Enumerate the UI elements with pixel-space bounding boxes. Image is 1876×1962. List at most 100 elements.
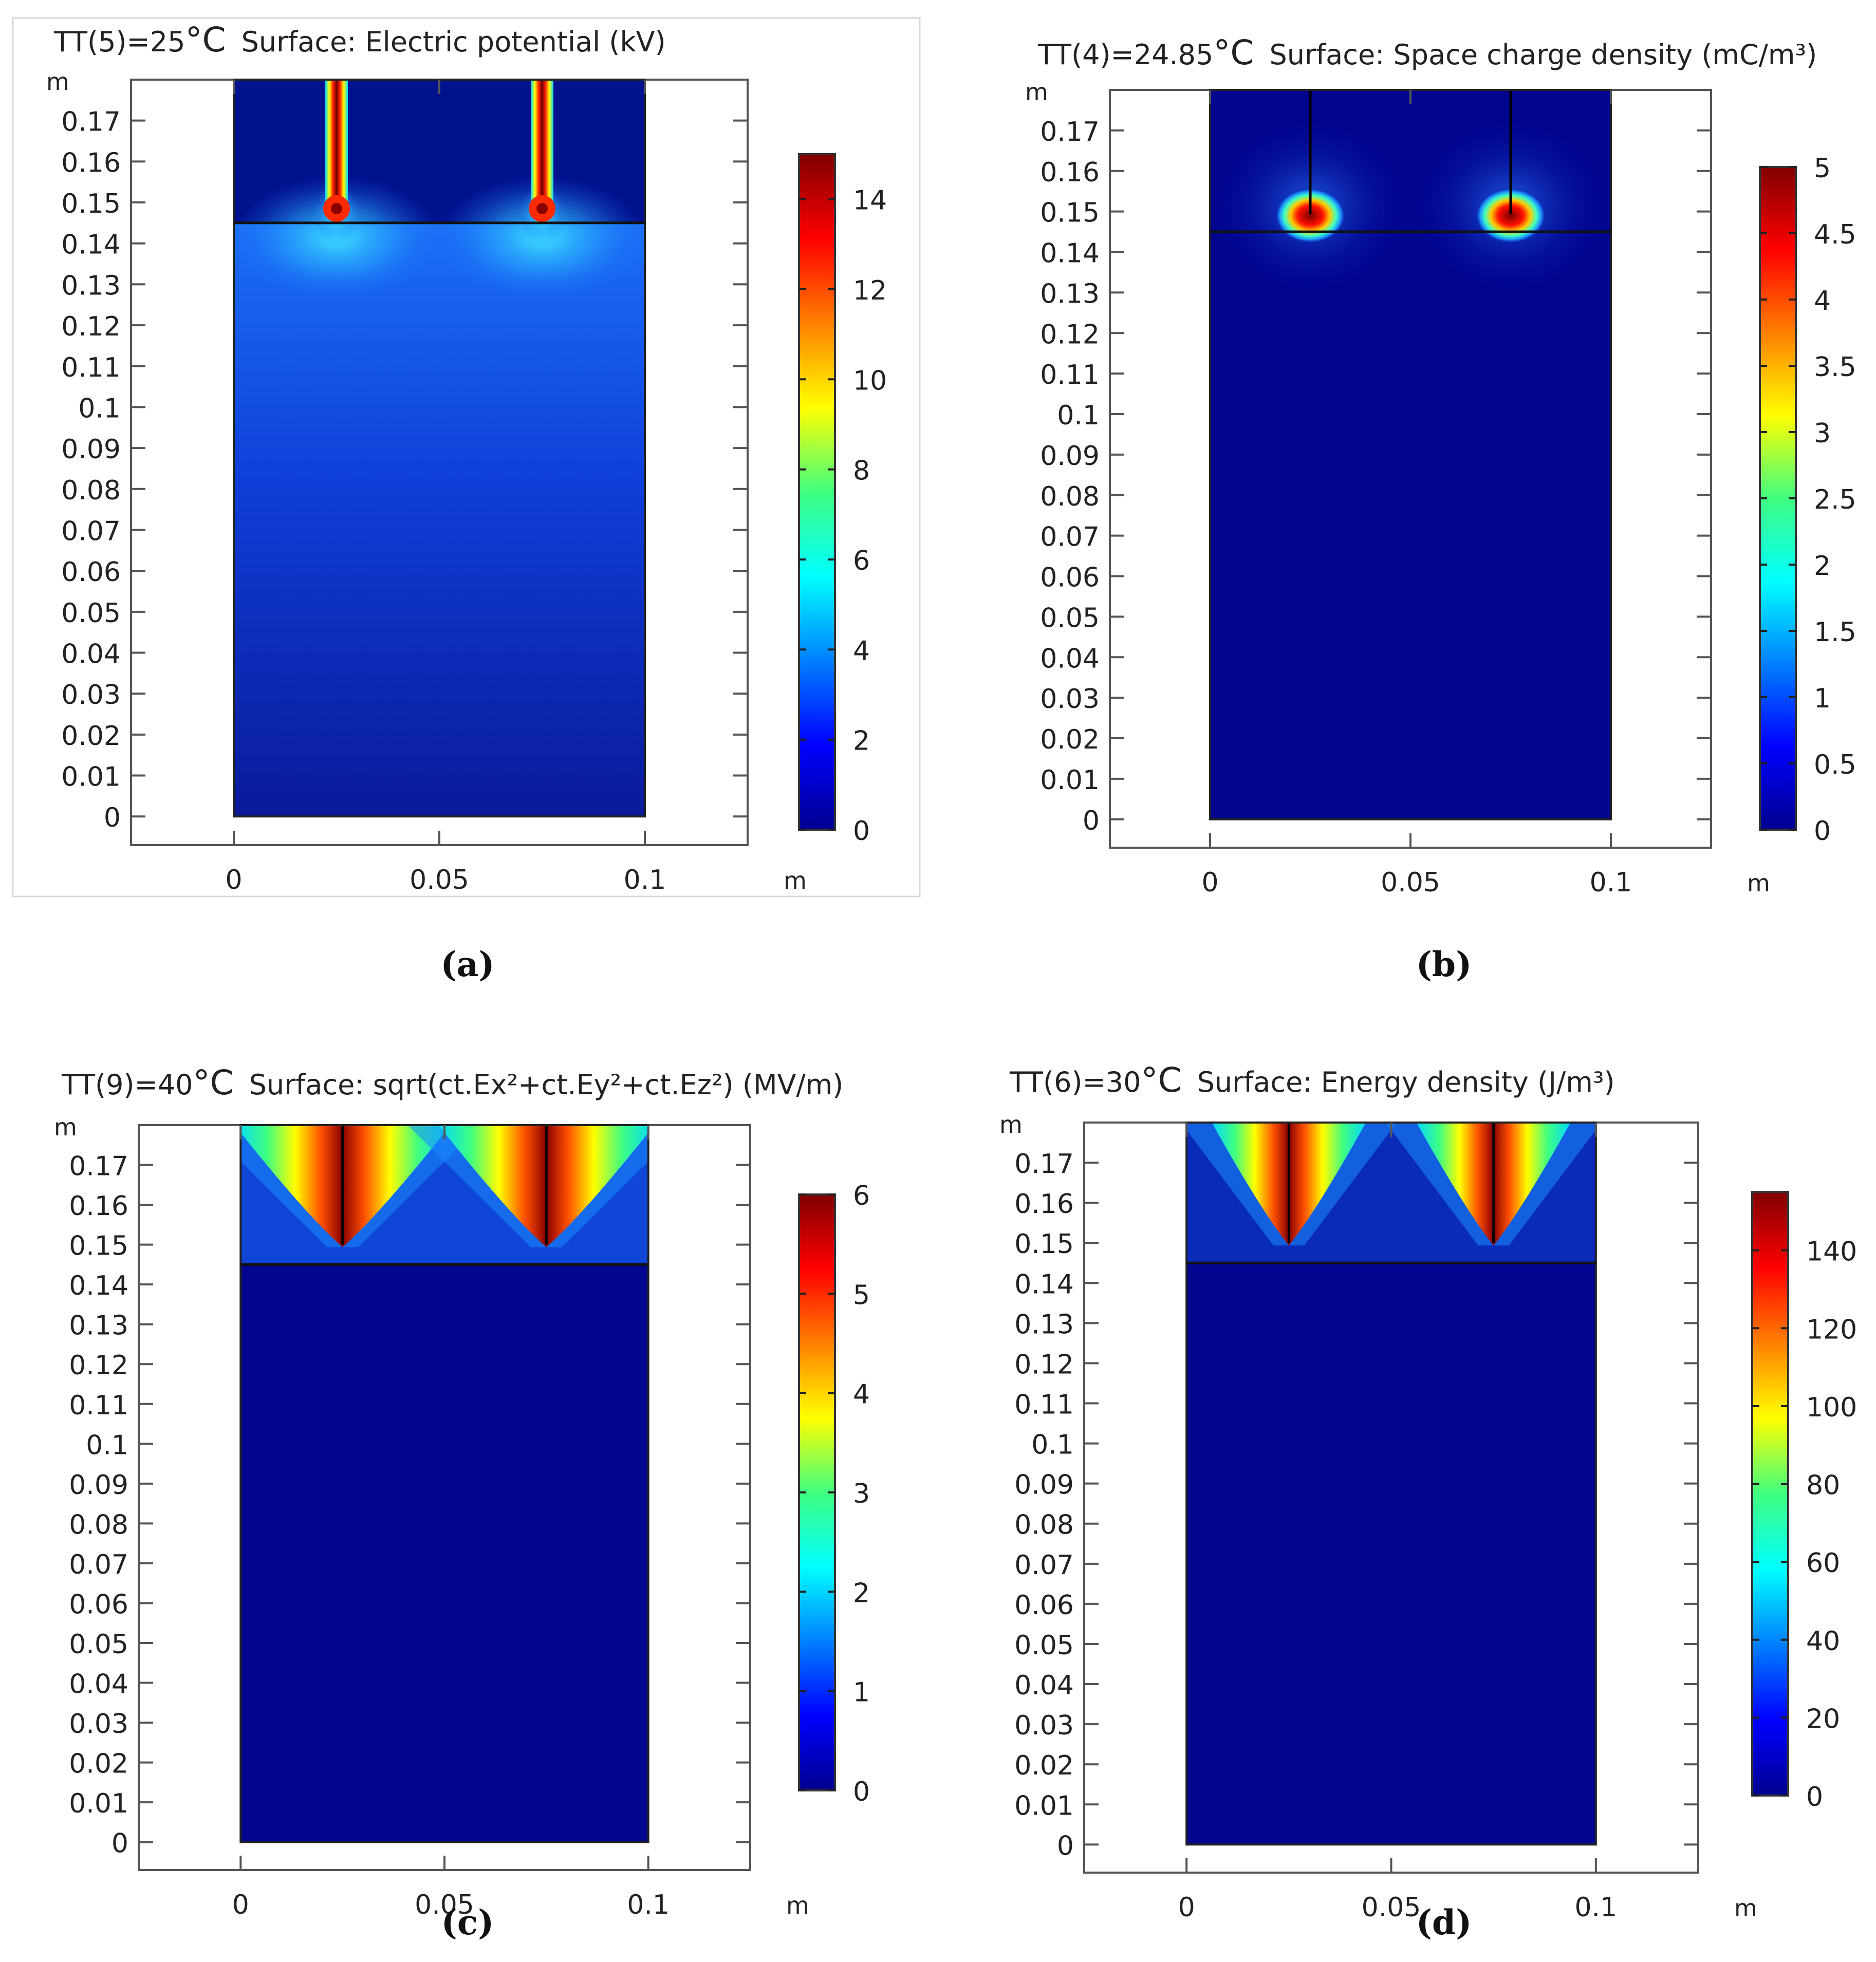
xtick-label: 0.1: [1590, 867, 1632, 898]
ytick-label: 0.1: [1031, 1430, 1074, 1461]
ytick-label: 0.17: [1040, 117, 1100, 147]
colorbar-tick-label: 4.5: [1814, 219, 1856, 250]
y-axis-label: m: [999, 1111, 1023, 1138]
chart-panel-d: 0 0.01 0.02 0.03 0.04 0.05 0.06 0.07 0.08 0.09 0.1…: [999, 1060, 1857, 1942]
colorbar-tick-label: 2: [853, 1578, 870, 1609]
xtick-label: 0: [1201, 867, 1218, 898]
ytick-label: 0.12: [1040, 319, 1100, 350]
colorbar-tick-label: 4: [853, 636, 870, 666]
colorbar-tick-label: 20: [1806, 1704, 1840, 1734]
ytick-label: 0.15: [69, 1231, 128, 1262]
title-quantity: Surface: Space charge density (mC/m³): [1269, 39, 1817, 71]
ytick-label: 0.01: [1014, 1790, 1074, 1821]
xtick-label: 0.05: [410, 865, 469, 895]
ytick-label: 0.09: [1014, 1470, 1074, 1501]
xtick-label: 0: [225, 865, 242, 895]
chart-panel-b: 0 0.01 0.02 0.03 0.04 0.05 0.06 0.07 0.08 0.09 0.1…: [1025, 33, 1856, 984]
ytick-label: 0: [104, 802, 121, 833]
ytick-label: 0.13: [69, 1311, 128, 1341]
ytick-label: 0.02: [69, 1749, 128, 1780]
electrode-rod-1: [325, 80, 348, 208]
colorbar-tick-label: 10: [853, 365, 887, 396]
ytick-label: 0.12: [1014, 1349, 1074, 1380]
chart-title: TT(6)=30°C Surface: Energy density (J/m³): [1009, 1060, 1615, 1100]
ytick-label: 0.12: [69, 1350, 128, 1381]
ytick-label: 0.05: [69, 1629, 128, 1660]
title-quantity: Surface: Electric potential (kV): [242, 26, 666, 58]
ytick-label: 0.05: [1014, 1630, 1074, 1661]
colorbar: [798, 153, 836, 831]
ytick-label: 0.08: [69, 1509, 128, 1540]
colorbar-tick-label: 0.5: [1814, 750, 1856, 780]
title-degree: °C: [193, 1063, 233, 1103]
colorbar-tick-label: 80: [1806, 1470, 1840, 1501]
ytick-label: 0.14: [61, 230, 121, 260]
panel-label: (c): [441, 1902, 494, 1942]
colorbar-tick-label: 60: [1806, 1548, 1840, 1579]
ytick-label: 0.15: [1014, 1229, 1074, 1260]
colorbar-tick-label: 0: [1814, 816, 1831, 847]
colorbar-tick-label: 1.5: [1814, 617, 1856, 648]
ytick-label: 0.1: [86, 1430, 128, 1461]
ytick-label: 0.06: [1014, 1590, 1074, 1621]
colorbar-tick-label: 0: [853, 816, 870, 847]
xtick-label: 0.05: [1362, 1892, 1421, 1923]
colorbar-tick-label: 40: [1806, 1626, 1840, 1657]
ytick-label: 0.12: [61, 311, 121, 342]
ytick-label: 0.06: [69, 1589, 128, 1620]
ytick-label: 0.03: [61, 680, 121, 711]
xtick-label: 0: [1178, 1892, 1195, 1923]
ytick-label: 0.09: [69, 1470, 128, 1501]
ytick-label: 0.16: [61, 147, 121, 178]
ytick-label: 0.07: [61, 516, 121, 547]
ytick-label: 0.04: [1040, 643, 1100, 674]
x-axis-label: m: [1747, 869, 1770, 897]
title-temperature: TT(6)=30: [1009, 1066, 1141, 1098]
ytick-label: 0.05: [61, 598, 121, 629]
colorbar-tick-label: 0: [853, 1777, 870, 1807]
field-surface: [1186, 1123, 1596, 1845]
ytick-label: 0.01: [61, 762, 121, 793]
ytick-label: 0.1: [1057, 400, 1100, 431]
colorbar-tick-label: 120: [1806, 1314, 1857, 1345]
xtick-label: 0.05: [415, 1890, 474, 1920]
ytick-label: 0.14: [1040, 238, 1100, 269]
x-axis-label: m: [786, 1892, 809, 1919]
xtick-label: 0.1: [627, 1890, 670, 1920]
chart-title: TT(5)=25°C Surface: Electric potential (k…: [53, 20, 666, 60]
ytick-label: 0.09: [1040, 441, 1100, 472]
ytick-label: 0.13: [61, 270, 121, 301]
ytick-label: 0.03: [1040, 684, 1100, 715]
colorbar-tick-label: 3: [853, 1479, 870, 1509]
ytick-label: 0: [1083, 806, 1100, 836]
ytick-label: 0.03: [1014, 1710, 1074, 1741]
charge-spot-1: [1274, 187, 1346, 244]
title-degree: °C: [1141, 1060, 1181, 1100]
ytick-label: 0.01: [1040, 765, 1100, 796]
x-axis-label: m: [1734, 1894, 1757, 1922]
chart-panel-a: 0 0.01 0.02 0.03 0.04 0.05 0.06 0.07 0.08 0.09 0.1…: [12, 17, 921, 984]
ytick-label: 0.15: [1040, 198, 1100, 229]
x-axis-label: m: [784, 867, 807, 894]
ytick-label: 0.11: [1014, 1390, 1074, 1421]
ytick-label: 0.17: [69, 1151, 128, 1182]
ytick-label: 0.1: [78, 393, 121, 424]
ytick-label: 0.03: [69, 1709, 128, 1740]
colorbar-tick-label: 8: [853, 456, 870, 487]
ytick-label: 0.17: [1014, 1149, 1074, 1180]
panel-frame: [12, 17, 921, 898]
ytick-label: 0.04: [61, 639, 121, 670]
title-temperature: TT(4)=24.85: [1037, 39, 1213, 71]
ytick-label: 0.02: [1040, 724, 1100, 755]
colorbar-tick-label: 6: [853, 546, 870, 576]
ytick-label: 0.13: [1014, 1309, 1074, 1340]
field-cone-1: [240, 1125, 451, 1247]
ytick-label: 0.14: [1014, 1269, 1074, 1300]
ytick-label: 0.14: [69, 1270, 128, 1301]
ytick-label: 0.17: [61, 107, 121, 138]
colorbar-tick-label: 6: [853, 1181, 870, 1211]
ytick-label: 0.11: [69, 1390, 128, 1421]
colorbar-tick-label: 14: [853, 185, 887, 216]
xtick-label: 0: [232, 1890, 249, 1920]
